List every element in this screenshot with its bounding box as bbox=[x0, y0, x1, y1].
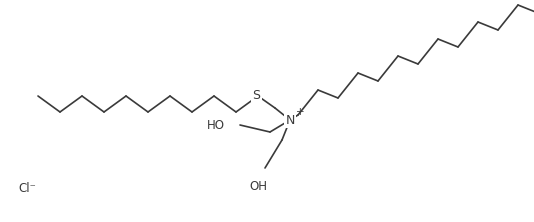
Text: +: + bbox=[296, 107, 304, 117]
Text: N: N bbox=[285, 113, 295, 127]
Text: S: S bbox=[252, 89, 260, 101]
Text: Cl⁻: Cl⁻ bbox=[18, 182, 36, 194]
Text: OH: OH bbox=[249, 180, 267, 193]
Text: HO: HO bbox=[207, 119, 225, 131]
